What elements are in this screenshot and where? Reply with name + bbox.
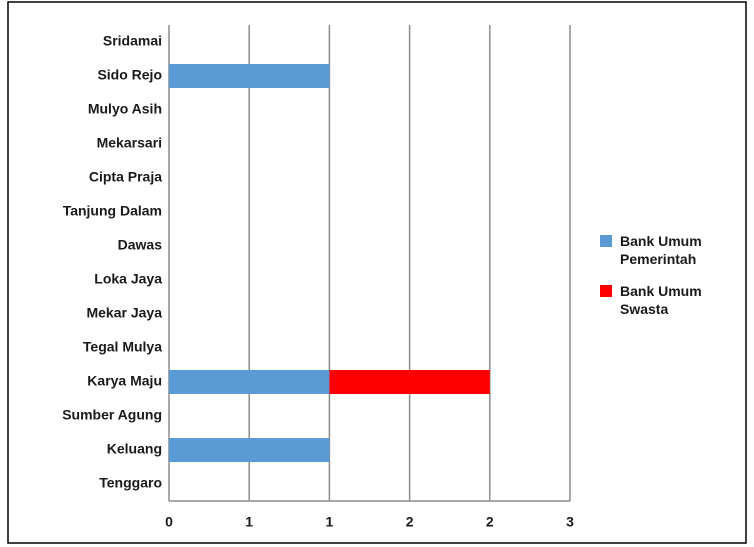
legend-swatch [600, 235, 612, 247]
bar [169, 438, 330, 462]
legend-label: Bank Umum Pemerintah [620, 233, 702, 267]
y-tick-label: Cipta Praja [89, 169, 162, 185]
bar [329, 370, 490, 394]
legend-label: Bank Umum Swasta [620, 283, 702, 317]
y-tick-label: Tenggaro [99, 475, 162, 491]
x-tick-label: 0 [165, 514, 173, 530]
y-tick-label: Sridamai [103, 33, 162, 49]
y-tick-label: Mekarsari [97, 135, 162, 151]
x-tick-label: 2 [486, 514, 494, 530]
legend-swatch [600, 285, 612, 297]
bar [169, 64, 330, 88]
y-tick-label: Loka Jaya [94, 271, 162, 287]
chart-frame [7, 1, 747, 544]
x-tick-label: 2 [406, 514, 414, 530]
y-tick-label: Mekar Jaya [86, 305, 162, 321]
bar [169, 370, 330, 394]
x-tick-label: 1 [245, 514, 253, 530]
y-tick-label: Tanjung Dalam [63, 203, 162, 219]
y-tick-label: Sumber Agung [62, 407, 162, 423]
y-tick-label: Mulyo Asih [88, 101, 162, 117]
y-tick-label: Keluang [107, 441, 162, 457]
x-tick-label: 3 [566, 514, 574, 530]
y-tick-label: Sido Rejo [97, 67, 162, 83]
y-tick-label: Tegal Mulya [83, 339, 162, 355]
y-tick-label: Karya Maju [87, 373, 162, 389]
x-tick-label: 1 [326, 514, 334, 530]
y-tick-label: Dawas [118, 237, 163, 253]
